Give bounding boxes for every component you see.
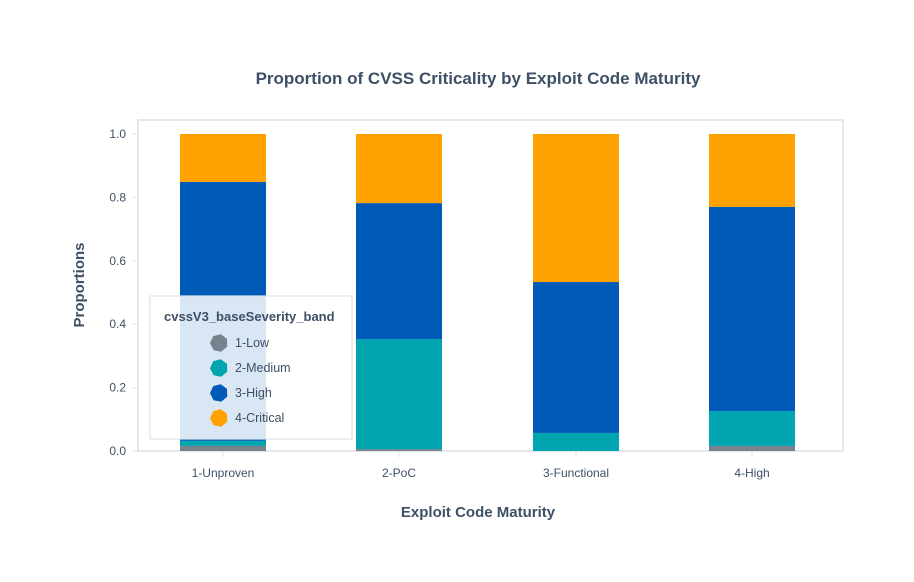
y-tick-label: 0.2: [109, 381, 126, 395]
bar-4-high-4-critical[interactable]: [709, 134, 795, 207]
x-tick-label: 4-High: [734, 466, 769, 480]
legend-item-3-high[interactable]: 3-High: [235, 386, 272, 400]
x-tick-label: 1-Unproven: [192, 466, 255, 480]
legend-marker-icon: [210, 384, 228, 402]
legend-title: cvssV3_baseSeverity_band: [164, 309, 335, 324]
bar-3-functional-2-medium[interactable]: [533, 432, 619, 451]
legend-marker-icon: [210, 334, 228, 352]
legend-marker-icon: [210, 359, 228, 377]
legend-item-2-medium[interactable]: 2-Medium: [235, 361, 291, 375]
bar-1-unproven-1-low[interactable]: [180, 445, 266, 451]
y-tick-label: 1.0: [109, 127, 126, 141]
legend-item-1-low[interactable]: 1-Low: [235, 336, 270, 350]
x-axis-title: Exploit Code Maturity: [401, 504, 556, 521]
legend-item-4-critical[interactable]: 4-Critical: [235, 411, 284, 425]
bar-3-functional-4-critical[interactable]: [533, 134, 619, 283]
bar-1-unproven-4-critical[interactable]: [180, 134, 266, 182]
chart-title: Proportion of CVSS Criticality by Exploi…: [256, 69, 701, 88]
y-tick-label: 0.0: [109, 444, 126, 458]
bar-2-poc-4-critical[interactable]: [356, 134, 442, 204]
bar-4-high-3-high[interactable]: [709, 206, 795, 412]
bar-2-poc-1-low[interactable]: [356, 449, 442, 451]
bar-4-high-2-medium[interactable]: [709, 411, 795, 446]
y-tick-label: 0.4: [109, 317, 126, 331]
legend-box: [149, 295, 353, 440]
legend-marker-icon: [210, 409, 228, 427]
y-tick-label: 0.8: [109, 190, 126, 204]
bar-1-unproven-2-medium[interactable]: [180, 440, 266, 446]
y-tick-label: 0.6: [109, 254, 126, 268]
bar-3-functional-3-high[interactable]: [533, 282, 619, 433]
plot-frame: [137, 119, 844, 452]
x-axis-ticks: 1-Unproven 2-PoC 3-Functional 4-High: [192, 451, 770, 480]
y-axis-title: Proportions: [71, 243, 88, 328]
bar-2-poc-2-medium[interactable]: [356, 339, 442, 450]
legend[interactable]: cvssV3_baseSeverity_band 1-Low 2-Medium 3-…: [149, 295, 353, 440]
bar-2-poc-3-high[interactable]: [356, 203, 442, 340]
bar-4-high-1-low[interactable]: [709, 445, 795, 451]
x-tick-label: 2-PoC: [382, 466, 416, 480]
bars-group: [180, 134, 795, 451]
x-tick-label: 3-Functional: [543, 466, 609, 480]
y-axis-ticks: 0.0 0.2 0.4 0.6 0.8 1.0: [109, 127, 138, 458]
